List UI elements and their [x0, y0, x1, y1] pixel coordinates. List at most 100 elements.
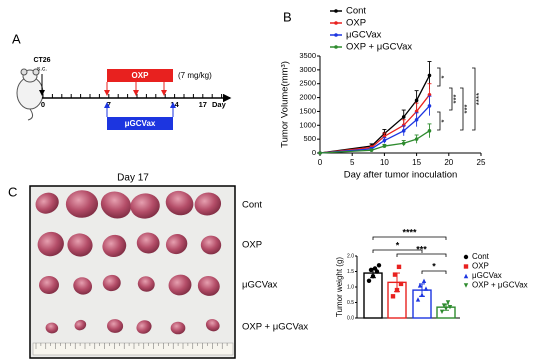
row-label: OXP + μGCVax [242, 322, 308, 333]
data-point [427, 93, 432, 97]
legend-label: Cont [346, 6, 366, 17]
significance-label: **** [402, 227, 417, 237]
panel-label: B [283, 9, 292, 24]
y-axis-label: Tumor weight (g) [335, 257, 344, 318]
series-line [319, 94, 430, 154]
y-tick-label: 2.0 [347, 253, 354, 259]
treatment-label: OXP [132, 71, 150, 80]
timeline-unit: Day [212, 100, 227, 109]
data-point [463, 283, 469, 288]
data-point [441, 303, 447, 308]
y-tick-label: 2000 [299, 93, 316, 102]
data-point [463, 254, 469, 260]
treatment-label: μGCVax [125, 119, 156, 128]
data-point [463, 264, 469, 269]
panel-label: C [8, 184, 17, 199]
data-point [421, 278, 427, 283]
data-point [445, 300, 451, 305]
data-point [427, 129, 432, 133]
significance-bracket [421, 270, 447, 274]
timeline-ticks: 0 7 14 17 Day [41, 94, 227, 109]
tumor [168, 274, 192, 296]
data-point [390, 294, 396, 299]
y-tick-label: 2500 [299, 79, 316, 88]
significance-label: * [396, 240, 400, 250]
data-point [427, 104, 432, 108]
legend-label: OXP + μGCVax [346, 42, 412, 53]
legend-marker [334, 9, 338, 13]
series-line [319, 130, 430, 154]
tumor [165, 190, 194, 216]
data-point [318, 151, 322, 155]
data-point [392, 272, 398, 277]
significance-bracket [460, 87, 464, 131]
x-axis-label: Day after tumor inoculation [344, 170, 458, 181]
significance-label: *** [452, 94, 461, 103]
tumor [102, 274, 121, 292]
tumor [165, 234, 188, 255]
significance-bracket [372, 249, 423, 253]
data-point [423, 286, 429, 291]
data-point [382, 138, 387, 143]
x-tick-label: 15 [412, 158, 421, 167]
data-point [427, 73, 432, 78]
legend-label: OXP + μGCVax [472, 281, 528, 290]
tumor [205, 318, 220, 332]
tumor [136, 320, 152, 334]
tumor [65, 190, 99, 218]
x-tick-label: 0 [318, 158, 323, 167]
legend-label: OXP [472, 262, 489, 271]
tumor [107, 319, 124, 333]
timeline-label: 17 [199, 100, 207, 109]
inoculation-route: s.c. [37, 66, 47, 73]
data-point [443, 306, 449, 311]
legend-marker [334, 21, 338, 25]
tumor [137, 276, 155, 292]
y-tick-label: 3500 [299, 51, 316, 60]
y-tick-label: 0 [312, 148, 316, 157]
tumor [130, 193, 160, 219]
legend-marker [334, 33, 338, 37]
tumor-photo [29, 185, 236, 359]
significance-bracket [437, 111, 441, 131]
panel-label: A [12, 31, 21, 46]
y-tick-label: 3000 [299, 65, 316, 74]
tumor [67, 233, 93, 257]
tumor [197, 276, 220, 296]
significance-label: **** [475, 93, 484, 105]
tumor [200, 235, 222, 255]
data-point [414, 109, 419, 114]
data-point [394, 287, 400, 293]
y-tick-label: 1500 [299, 106, 316, 115]
tumor [37, 231, 64, 257]
x-tick-label: 10 [380, 158, 389, 167]
series-line [319, 75, 431, 154]
y-tick-label: 0.0 [347, 315, 354, 321]
data-point [382, 144, 387, 148]
data-point [401, 115, 406, 119]
timeline-label: 14 [170, 100, 179, 109]
data-point [368, 267, 374, 273]
data-point [414, 137, 419, 141]
tumor [194, 192, 222, 216]
legend-label: μGCVax [472, 271, 502, 280]
significance-label: * [440, 75, 449, 78]
data-point [396, 264, 402, 270]
mouse-icon [16, 68, 44, 121]
ruler-ticks [35, 343, 228, 349]
inoculation-label: CT26 [33, 57, 50, 64]
data-point [414, 98, 419, 103]
data-point [398, 281, 404, 287]
tumor [73, 277, 93, 295]
tumor [100, 191, 132, 219]
data-point [401, 129, 406, 133]
tumor [35, 192, 59, 214]
significance-label: *** [463, 104, 472, 113]
legend-marker [334, 45, 338, 49]
legend-label: μGCVax [346, 30, 382, 41]
row-label: μGCVax [242, 280, 278, 291]
data-point [370, 273, 376, 279]
data-point [401, 141, 406, 146]
timeline-label: 0 [41, 100, 45, 109]
